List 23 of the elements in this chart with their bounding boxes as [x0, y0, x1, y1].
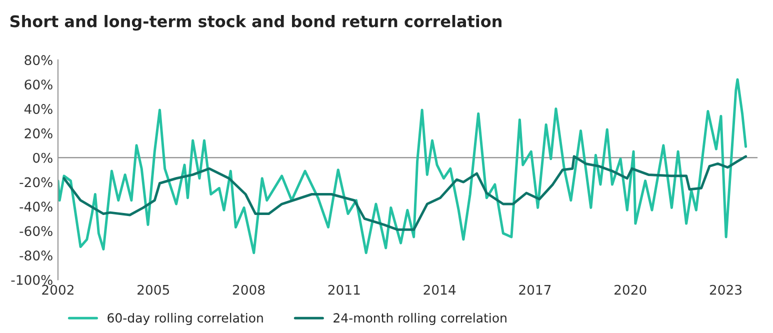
x-tick-label: 2020 — [614, 284, 646, 295]
y-tick-label: -100% — [11, 274, 52, 285]
y-tick-label: -60% — [20, 226, 52, 236]
x-tick-label: 2008 — [232, 284, 265, 295]
y-tick-label: 20% — [24, 128, 52, 138]
x-tick-label: 2011 — [328, 284, 360, 295]
x-tick-label: 2005 — [138, 284, 170, 295]
y-tick-label: 40% — [24, 104, 52, 114]
line-series — [58, 78, 748, 254]
x-tick-label: 2002 — [42, 284, 74, 295]
x-tick-label: 2014 — [424, 284, 456, 295]
legend-label: 24-month rolling correlation — [334, 312, 506, 326]
y-tick-label: 0% — [33, 152, 52, 163]
x-tick-label: 2017 — [519, 284, 551, 295]
y-tick-label: -20% — [20, 177, 52, 188]
x-tick-label: 2023 — [710, 284, 742, 295]
y-tick-label: 60% — [24, 80, 52, 90]
y-tick-label: -80% — [20, 250, 52, 260]
y-tick-label: 80% — [24, 55, 52, 66]
y-tick-label: -40% — [20, 202, 52, 212]
chart-title: Short and long-term stock and bond return correlation — [10, 14, 502, 31]
legend-label: 60-day rolling correlation — [108, 312, 263, 326]
line-series — [62, 155, 748, 231]
